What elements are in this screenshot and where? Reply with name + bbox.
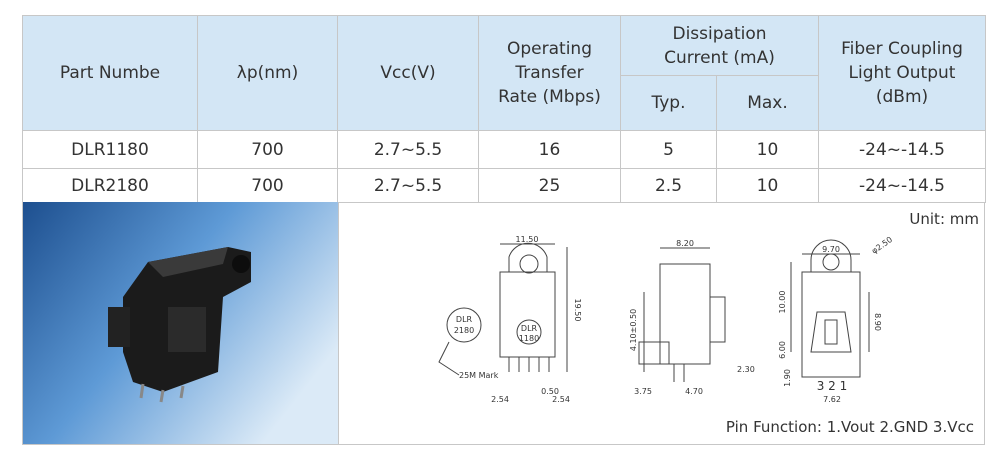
dim-label: 8.90 <box>873 313 882 331</box>
table-cell: 5 <box>620 130 717 169</box>
header-cell: Fiber Coupling Light Output (dBm) <box>818 15 986 131</box>
dim-label: 4.70 <box>685 387 703 396</box>
mark-text: DLR <box>521 324 538 333</box>
table-cell: 700 <box>197 130 338 169</box>
product-photo <box>23 202 338 444</box>
header-cell: Vcc(V) <box>337 15 479 131</box>
header-line: (dBm) <box>875 87 929 107</box>
header-cell: Part Numbe <box>22 15 198 131</box>
table-row: DLR1180 700 2.7~5.5 16 5 10 -24~-14.5 <box>22 130 986 169</box>
header-line: Fiber Coupling <box>841 39 963 59</box>
table-cell: 2.7~5.5 <box>337 130 479 169</box>
dim-label: 4.10±0.50 <box>629 309 638 351</box>
header-line: Current (mA) <box>664 47 775 68</box>
dim-label: 2.30 <box>737 365 755 374</box>
header-line: Transfer <box>515 63 584 83</box>
header-cell: Dissipation Current (mA) <box>620 15 819 76</box>
dim-label: 10.00 <box>778 291 787 314</box>
table-cell: 2.5 <box>620 168 717 203</box>
dim-label: 7.62 <box>823 395 841 404</box>
table-cell: -24~-14.5 <box>818 130 986 169</box>
mark-text: DLR <box>456 315 473 324</box>
mark-text: 1180 <box>519 334 539 343</box>
spec-table: Part Numbe λp(nm) Vcc(V) Operating Transf… <box>22 15 986 203</box>
dim-label: φ2.50 <box>870 235 894 256</box>
header-line: Rate (Mbps) <box>498 87 601 107</box>
dim-label: 6.00 <box>778 341 787 359</box>
table-cell: DLR2180 <box>22 168 198 203</box>
figure-area: Unit: mm 11.50 19.50 DLR 2180 DLR 1180 2… <box>22 202 985 445</box>
table-cell: DLR1180 <box>22 130 198 169</box>
dim-label: 3.75 <box>634 387 652 396</box>
mark-text: 2180 <box>454 326 474 335</box>
header-cell: Max. <box>716 75 819 131</box>
dim-label: 9.70 <box>822 245 840 254</box>
dim-label: 2.54 <box>491 395 509 404</box>
header-line: Dissipation <box>672 23 767 44</box>
dim-label: 1.90 <box>783 369 792 387</box>
table-cell: 2.7~5.5 <box>337 168 479 203</box>
header-cell: Operating Transfer Rate (Mbps) <box>478 15 621 131</box>
dimension-drawing: Unit: mm 11.50 19.50 DLR 2180 DLR 1180 2… <box>338 202 979 444</box>
table-cell: 16 <box>478 130 621 169</box>
table-cell: 10 <box>716 130 819 169</box>
pin-numbers: 3 2 1 <box>817 379 848 393</box>
table-row: DLR2180 700 2.7~5.5 25 2.5 10 -24~-14.5 <box>22 168 986 203</box>
dim-label: 2.54 <box>552 395 570 404</box>
header-cell: λp(nm) <box>197 15 338 131</box>
header-line: Light Output <box>848 63 956 83</box>
table-cell: 700 <box>197 168 338 203</box>
dim-label: 0.50 <box>541 387 559 396</box>
table-cell: -24~-14.5 <box>818 168 986 203</box>
table-body: DLR1180 700 2.7~5.5 16 5 10 -24~-14.5 DLR2180 70… <box>22 130 986 203</box>
unit-label: Unit: mm <box>909 210 979 228</box>
mark-note: 25M Mark <box>459 371 499 380</box>
dim-label: 11.50 <box>516 235 539 244</box>
header-cell: Typ. <box>620 75 717 131</box>
table-cell: 10 <box>716 168 819 203</box>
dim-label: 19.50 <box>573 299 582 322</box>
table-cell: 25 <box>478 168 621 203</box>
dim-label: 8.20 <box>676 239 694 248</box>
pin-function: Pin Function: 1.Vout 2.GND 3.Vcc <box>726 418 974 436</box>
header-line: Operating <box>507 39 592 59</box>
